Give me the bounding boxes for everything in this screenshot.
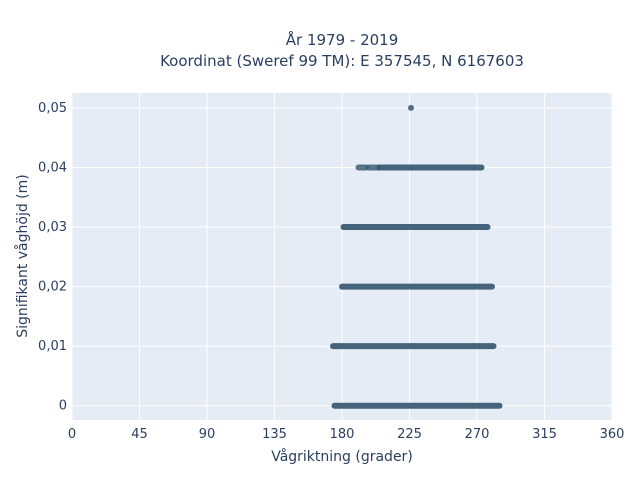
- x-tick-label: 225: [397, 427, 422, 442]
- x-tick-label: 180: [330, 427, 355, 442]
- x-tick-label: 315: [532, 427, 557, 442]
- x-axis-ticks: 0 45 90 135 180 225 270 315 360: [68, 427, 625, 442]
- data-point: [408, 104, 414, 111]
- y-tick-label: 0,03: [38, 220, 67, 235]
- x-tick-label: 0: [68, 427, 76, 442]
- x-axis-title: Vågriktning (grader): [271, 448, 413, 465]
- x-tick-label: 45: [131, 427, 148, 442]
- x-tick-label: 90: [199, 427, 216, 442]
- y-tick-label: 0,01: [38, 339, 67, 354]
- data-marks: [330, 104, 503, 409]
- y-tick-label: 0,02: [38, 280, 67, 295]
- y-tick-label: 0: [59, 399, 67, 414]
- y-axis-title: Signifikant våghöjd (m): [14, 174, 31, 337]
- y-tick-label: 0,04: [38, 160, 67, 175]
- chart-title-line2: Koordinat (Sweref 99 TM): E 357545, N 61…: [160, 52, 524, 70]
- chart-title-line1: År 1979 - 2019: [286, 30, 399, 49]
- y-axis-ticks: 0 0,01 0,02 0,03 0,04 0,05: [38, 101, 67, 414]
- x-tick-label: 360: [600, 427, 625, 442]
- x-tick-label: 270: [465, 427, 490, 442]
- y-tick-label: 0,05: [38, 101, 67, 116]
- x-tick-label: 135: [262, 427, 287, 442]
